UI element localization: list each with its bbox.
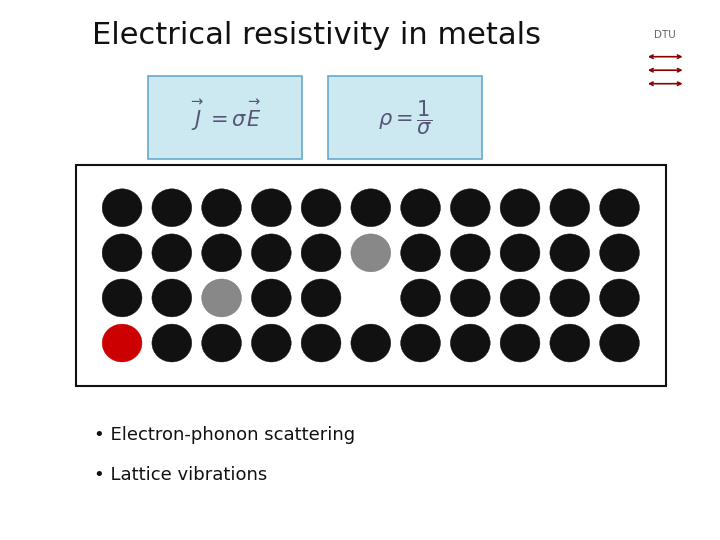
Ellipse shape	[451, 234, 490, 272]
Ellipse shape	[500, 324, 540, 362]
Ellipse shape	[202, 324, 241, 362]
Ellipse shape	[152, 189, 192, 227]
Ellipse shape	[301, 234, 341, 272]
Ellipse shape	[301, 189, 341, 227]
Ellipse shape	[400, 189, 441, 227]
Ellipse shape	[202, 234, 241, 272]
Ellipse shape	[600, 279, 639, 317]
Ellipse shape	[600, 324, 639, 362]
Ellipse shape	[301, 324, 341, 362]
Ellipse shape	[550, 279, 590, 317]
Ellipse shape	[102, 189, 142, 227]
Ellipse shape	[550, 234, 590, 272]
Ellipse shape	[102, 279, 142, 317]
Ellipse shape	[500, 279, 540, 317]
Ellipse shape	[550, 324, 590, 362]
Ellipse shape	[500, 189, 540, 227]
Ellipse shape	[202, 189, 241, 227]
Bar	[76, 165, 666, 386]
Ellipse shape	[202, 279, 241, 317]
Text: $\rho = \dfrac{1}{\sigma}$: $\rho = \dfrac{1}{\sigma}$	[378, 98, 432, 137]
Ellipse shape	[451, 324, 490, 362]
Text: • Lattice vibrations: • Lattice vibrations	[94, 466, 267, 484]
Ellipse shape	[550, 189, 590, 227]
Text: $\overset{\rightarrow}{J} = \sigma\overset{\rightarrow}{E}$: $\overset{\rightarrow}{J} = \sigma\overs…	[188, 97, 262, 133]
Ellipse shape	[500, 234, 540, 272]
Ellipse shape	[152, 324, 192, 362]
Ellipse shape	[152, 279, 192, 317]
Ellipse shape	[400, 324, 441, 362]
Bar	[148, 76, 302, 159]
Ellipse shape	[301, 279, 341, 317]
Ellipse shape	[600, 189, 639, 227]
Text: • Electron-phonon scattering: • Electron-phonon scattering	[94, 426, 355, 444]
Bar	[328, 76, 482, 159]
Ellipse shape	[251, 189, 291, 227]
Ellipse shape	[351, 234, 391, 272]
Ellipse shape	[251, 234, 291, 272]
Ellipse shape	[351, 324, 391, 362]
Ellipse shape	[152, 234, 192, 272]
Ellipse shape	[102, 234, 142, 272]
Ellipse shape	[400, 234, 441, 272]
Ellipse shape	[451, 279, 490, 317]
Text: Electrical resistivity in metals: Electrical resistivity in metals	[92, 21, 541, 50]
Ellipse shape	[451, 189, 490, 227]
Text: DTU: DTU	[654, 30, 676, 40]
Ellipse shape	[251, 324, 291, 362]
Ellipse shape	[251, 279, 291, 317]
Ellipse shape	[400, 279, 441, 317]
Ellipse shape	[102, 324, 142, 362]
Ellipse shape	[351, 189, 391, 227]
Ellipse shape	[600, 234, 639, 272]
